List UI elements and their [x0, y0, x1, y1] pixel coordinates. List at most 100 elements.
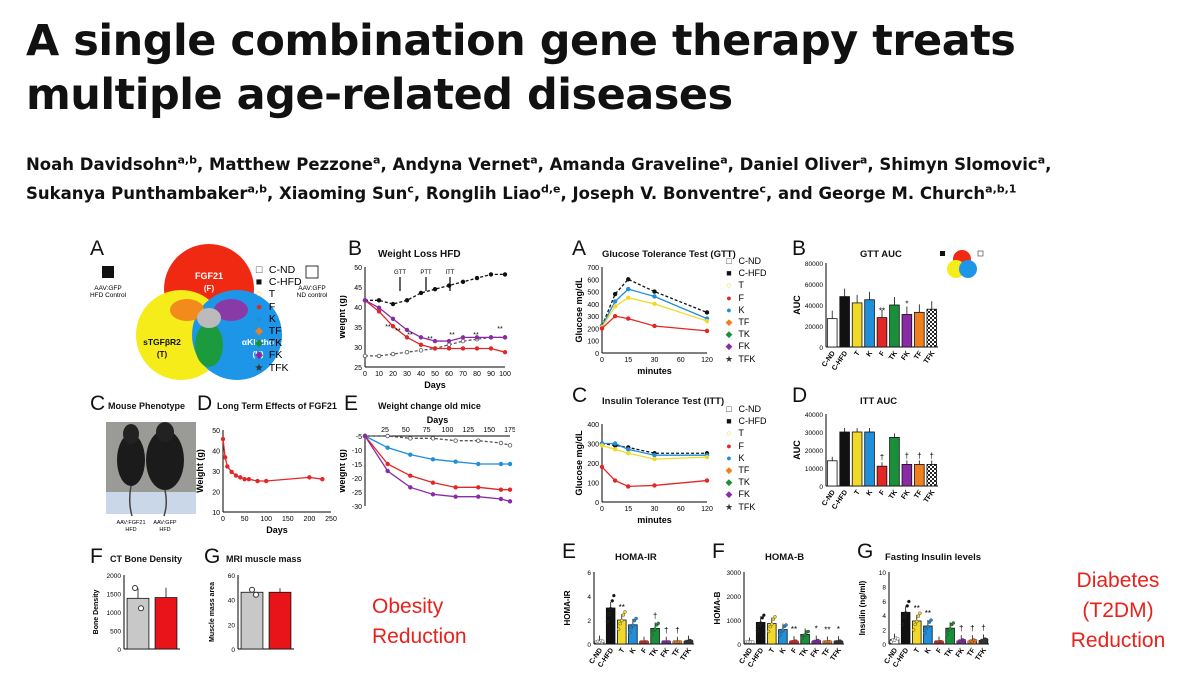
significance-mark: ** [619, 603, 625, 612]
data-point [903, 616, 906, 619]
data-point-T [705, 319, 709, 323]
panel-label: B [348, 237, 362, 261]
legend-marker-icon: ★ [252, 362, 266, 374]
author-name: Amanda Gravelinea [550, 155, 728, 174]
author-affiliation: a [1038, 154, 1045, 167]
paper-title: A single combination gene therapy treats… [26, 14, 1186, 122]
panel-title: HOMA-B [765, 552, 804, 563]
data-point-T [613, 305, 617, 309]
category-label: FK [660, 647, 671, 659]
category-label: TFK [923, 350, 937, 365]
legend-marker-icon: ◆ [722, 476, 736, 488]
data-point-T [626, 451, 630, 455]
legend-marker-icon: ● [722, 452, 736, 464]
legend-left: □ C-ND■ C-HFD○ T● F● K◆ TF◆ TK◆ FK★ TFK [252, 264, 302, 374]
x-tick-label: 200 [304, 516, 316, 523]
panel-label: E [562, 540, 576, 564]
data-point-C-HFD [391, 302, 395, 306]
data-point-T [626, 296, 630, 300]
panel-label: G [204, 545, 220, 569]
legend-label: C-HFD [736, 268, 767, 278]
y-tick-label: 10000 [805, 466, 823, 473]
y-tick-label: 50 [212, 428, 220, 435]
category-label: TF [913, 350, 924, 362]
significance-mark: † [675, 626, 679, 635]
data-point [620, 619, 623, 622]
y-tick-label: 35 [354, 325, 362, 332]
y-axis-label: Glucose mg/dL [574, 277, 584, 343]
x-tick-label: 175 [504, 427, 515, 434]
bar-TFK [927, 309, 937, 347]
y-tick-label: 10 [212, 510, 220, 517]
x-tick-label: 150 [483, 427, 495, 434]
data-point-FGF21 [308, 476, 312, 480]
author-list: Noah Davidsohna,b, Matthew Pezzonea, And… [26, 150, 1196, 208]
x-tick-label: 90 [487, 371, 495, 378]
legend-marker-icon: ★ [722, 353, 736, 365]
legend-item: ■ C-HFD [722, 415, 767, 427]
y-tick-label: -10 [352, 448, 362, 455]
category-label: TFK [830, 647, 844, 662]
y-tick-label: 2000 [107, 573, 122, 580]
significance-mark: ** [449, 332, 455, 339]
author-affiliation: a [860, 154, 867, 167]
data-point [254, 592, 259, 597]
data-point-C-ND [363, 354, 367, 358]
data-point [139, 606, 144, 611]
data-point-FK [499, 497, 503, 501]
data-point [751, 641, 754, 644]
bar-C-ND [827, 319, 837, 347]
category-label: TFK [975, 647, 989, 662]
legend-marker-icon: □ [722, 403, 736, 415]
category-label: T [768, 647, 777, 655]
legend-marker-icon: ● [722, 304, 736, 316]
data-point-K [508, 462, 512, 466]
legend-item: ◆ TK [722, 476, 767, 488]
series-line-K [365, 436, 510, 464]
category-label: FK [810, 647, 821, 659]
legend-label: T [266, 288, 275, 300]
y-tick-label: 0 [737, 642, 741, 649]
y-tick-label: -5 [356, 434, 362, 441]
y-tick-label: 2000 [727, 594, 742, 601]
y-tick-label: -15 [352, 462, 362, 469]
data-point [759, 621, 762, 624]
author-name: George M. Churcha,b,1 [818, 184, 1016, 203]
author-name: Joseph V. Bonventrec [572, 184, 766, 203]
legend-marker-icon: ◆ [252, 325, 266, 337]
legend-label: FK [736, 489, 750, 499]
panel-title: Fasting Insulin levels [885, 552, 981, 563]
legend-label: F [266, 301, 275, 313]
legend-label: F [736, 441, 744, 451]
y-tick-label: 0 [882, 642, 886, 649]
data-point [901, 623, 904, 626]
data-point-FK [489, 336, 493, 340]
legend-label: TK [736, 329, 750, 339]
legend-label: K [736, 453, 745, 463]
legend-label: C-HFD [266, 276, 302, 288]
y-tick-label: -20 [352, 476, 362, 483]
author-name: Sukanya Punthambakera,b [26, 184, 267, 203]
tk-overlap [195, 323, 223, 367]
legend-item: ◆ TF [722, 464, 767, 476]
legend-label: FK [736, 341, 750, 351]
legend-item: ● F [252, 301, 302, 313]
category-label: FK [955, 647, 966, 659]
legend-item: ■ C-HFD [252, 276, 302, 288]
bar-T [852, 432, 862, 486]
data-point [250, 587, 255, 592]
legend-label: TFK [736, 354, 755, 364]
legend-marker-icon: ◆ [722, 316, 736, 328]
x-tick-label: 60 [445, 371, 453, 378]
legend-label: TFK [266, 362, 289, 374]
y-tick-label: 400 [587, 422, 599, 429]
data-point [945, 633, 948, 636]
significance-mark: * [905, 299, 908, 308]
x-tick-label: 50 [402, 427, 410, 434]
author-name: Andyna Verneta [392, 155, 537, 174]
panel-title: Glucose Tolerance Test (GTT) [602, 249, 736, 260]
x-tick-label: 0 [600, 357, 604, 364]
bar-TK [890, 305, 900, 347]
data-point-FGF21 [221, 437, 225, 441]
